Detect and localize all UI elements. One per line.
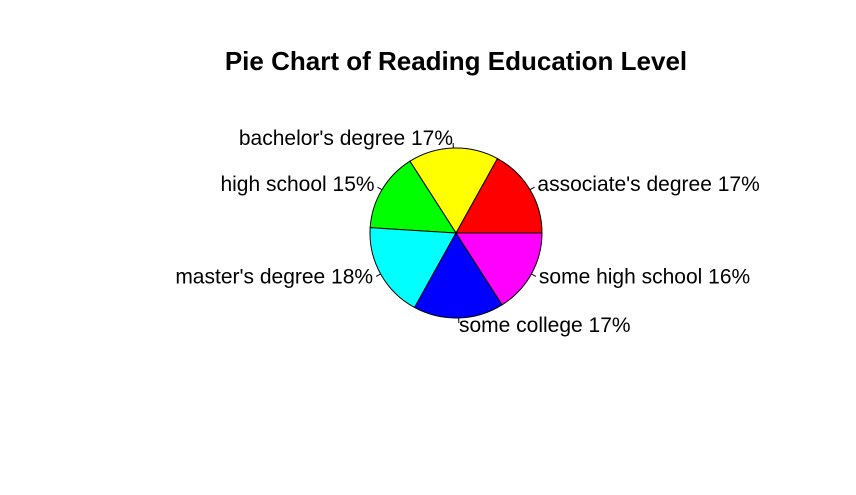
pie-slice-label: bachelor's degree 17% [239,127,453,150]
pie-slice [369,160,457,234]
pie-slice-label: some college 17% [459,314,631,337]
pie-leader-line [531,273,537,277]
pie-slice-label: some high school 16% [539,266,750,289]
pie-leader-line [529,186,535,191]
chart-title: Pie Chart of Reading Education Level [225,46,687,76]
pie-leader-line [377,186,383,191]
pie-labels: associate's degree 17% bachelor's degree … [175,127,759,337]
pie-slice [369,227,457,309]
pie-slice-label: associate's degree 17% [537,173,759,196]
pie-leader-line [375,273,381,277]
pie-slice-label: master's degree 18% [175,266,373,289]
pie-slices [369,147,543,319]
pie-slice-label: high school 15% [220,173,374,196]
